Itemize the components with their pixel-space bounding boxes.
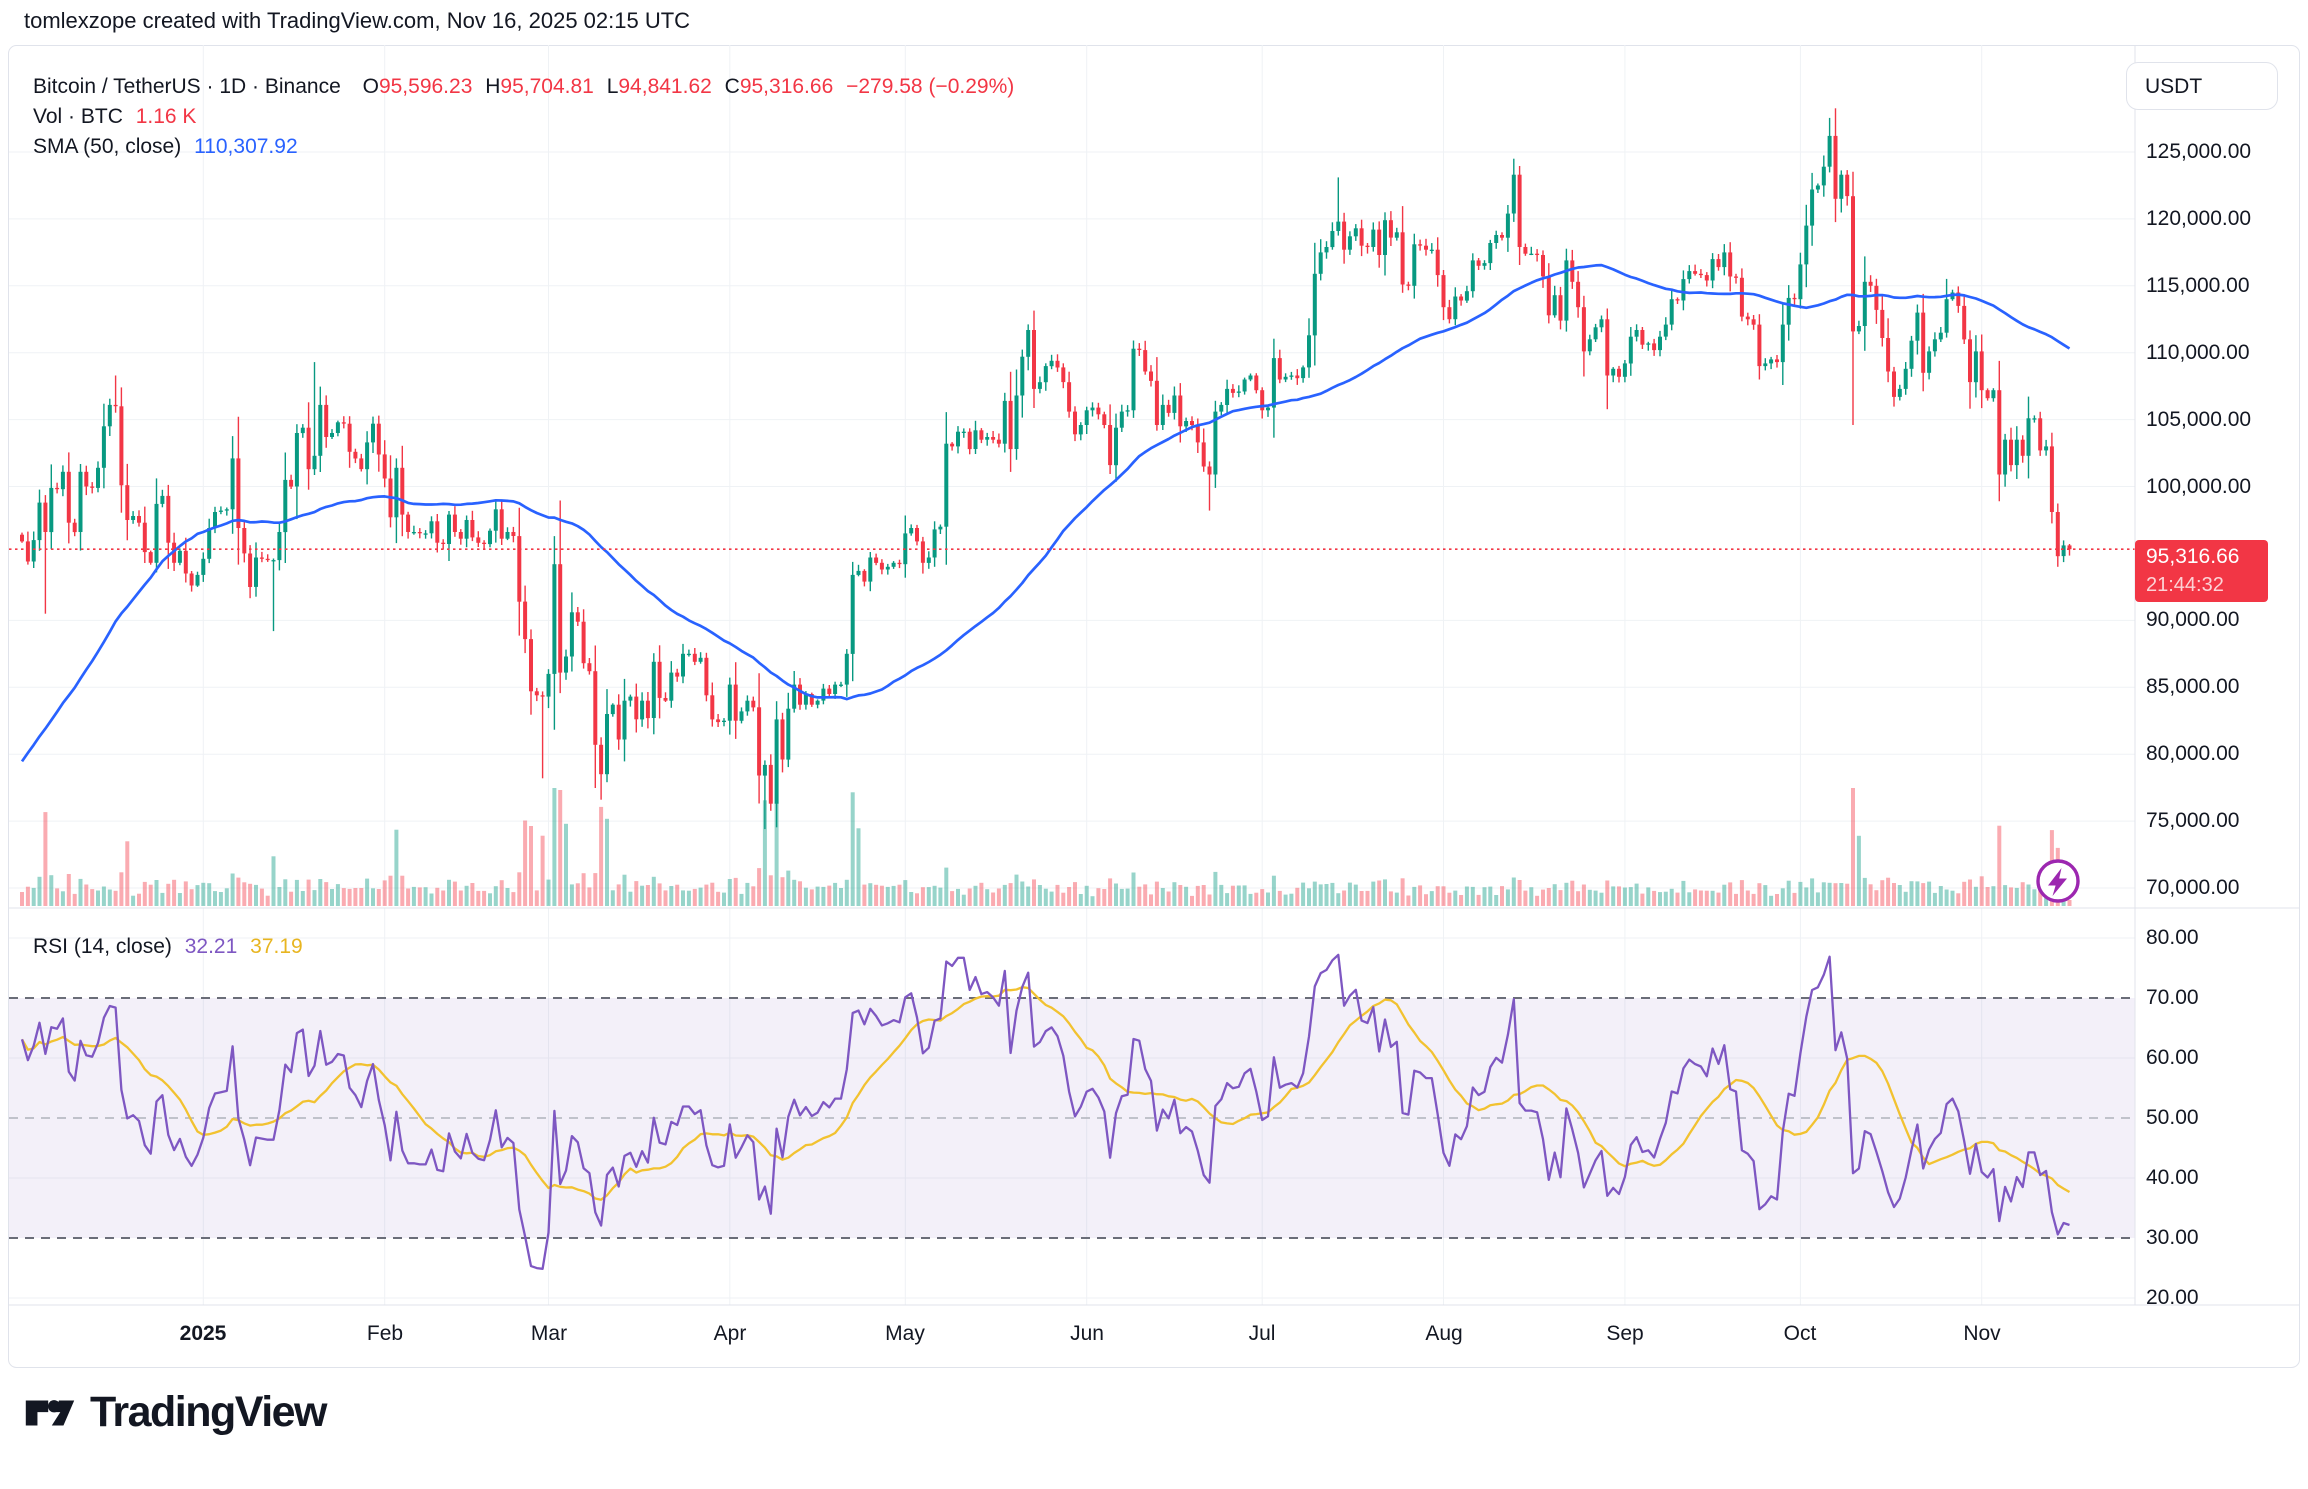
close-value: 95,316.66: [739, 75, 834, 98]
high-label: H: [485, 75, 501, 98]
time-axis-label: Mar: [530, 1322, 568, 1345]
open-label: O: [362, 75, 379, 98]
tradingview-logo-icon[interactable]: [24, 1391, 76, 1435]
sma-value: 110,307.92: [194, 135, 298, 158]
lightning-icon: [2036, 859, 2080, 903]
time-axis-label: 2025: [179, 1322, 227, 1345]
price-axis-label: 85,000.00: [2146, 675, 2240, 698]
open-value: 95,596.23: [378, 75, 473, 98]
volume-row[interactable]: Vol · BTC 1.16 K: [33, 102, 1014, 132]
rsi-line: [20, 953, 2070, 1270]
chart-legend: Bitcoin / TetherUS · 1D · Binance O95,59…: [33, 72, 1014, 162]
rsi-value: 32.21: [184, 935, 238, 958]
rsi-label: RSI (14, close): [33, 935, 172, 958]
price-axis-label: 80,000.00: [2146, 742, 2240, 765]
flash-button[interactable]: [2034, 857, 2082, 905]
rsi-ma-line: [20, 986, 2071, 1201]
last-price-value: 95,316.66: [2146, 545, 2240, 568]
rsi-axis-label: 30.00: [2146, 1226, 2199, 1249]
time-axis-label: Jun: [1070, 1322, 1104, 1345]
high-value: 95,704.81: [500, 75, 594, 98]
price-axis-label: 110,000.00: [2146, 341, 2250, 364]
rsi-axis-label: 60.00: [2146, 1046, 2199, 1069]
brand-wordmark[interactable]: TradingView: [90, 1388, 328, 1436]
close-label: C: [724, 75, 740, 98]
price-axis-label: 90,000.00: [2146, 608, 2240, 631]
volume-value: 1.16 K: [135, 105, 197, 128]
rsi-axis-label: 70.00: [2146, 986, 2199, 1009]
currency-selector[interactable]: USDT: [2126, 62, 2278, 110]
time-axis-label: Sep: [1606, 1322, 1644, 1345]
time-axis-label: Apr: [713, 1322, 747, 1345]
candles: [20, 108, 2072, 830]
rsi-legend-row[interactable]: RSI (14, close) 32.21 37.19: [33, 932, 303, 962]
sma-row[interactable]: SMA (50, close) 110,307.92: [33, 132, 1014, 162]
time-axis-label: Jul: [1248, 1322, 1276, 1345]
rsi-axis-label: 40.00: [2146, 1166, 2199, 1189]
change-value: −279.58 (−0.29%): [846, 75, 1015, 98]
price-axis-label: 120,000.00: [2146, 207, 2252, 230]
rsi-axis-label: 50.00: [2146, 1106, 2199, 1129]
symbol-title: Bitcoin / TetherUS · 1D · Binance: [33, 75, 341, 98]
sma-line: [20, 263, 2071, 763]
price-axis-label: 75,000.00: [2146, 809, 2240, 832]
rsi-axis-label: 20.00: [2146, 1286, 2199, 1309]
symbol-row[interactable]: Bitcoin / TetherUS · 1D · Binance O95,59…: [33, 72, 1014, 102]
volume-bars: [20, 788, 2072, 906]
volume-label: Vol · BTC: [33, 105, 123, 128]
low-value: 94,841.62: [618, 75, 712, 98]
price-axis-label: 70,000.00: [2146, 876, 2240, 899]
time-axis-label: May: [885, 1322, 925, 1345]
low-label: L: [606, 75, 619, 98]
time-axis-label: Nov: [1963, 1322, 2001, 1345]
attribution-text: tomlexzope created with TradingView.com,…: [24, 8, 691, 33]
time-axis-label: Feb: [366, 1322, 404, 1345]
price-axis-label: 100,000.00: [2146, 475, 2252, 498]
rsi-ma-value: 37.19: [250, 935, 303, 958]
sma-label: SMA (50, close): [33, 135, 182, 158]
rsi-axis-label: 80.00: [2146, 926, 2199, 949]
time-axis-label: Aug: [1425, 1322, 1463, 1345]
last-price-badge: 95,316.66 21:44:32: [2135, 540, 2268, 602]
price-axis-label: 105,000.00: [2146, 408, 2252, 431]
price-axis-label: 115,000.00: [2146, 274, 2250, 297]
bar-countdown: 21:44:32: [2146, 574, 2224, 596]
footer: TradingView: [24, 1388, 328, 1437]
price-axis-label: 125,000.00: [2146, 140, 2252, 163]
time-axis-label: Oct: [1783, 1322, 1817, 1345]
